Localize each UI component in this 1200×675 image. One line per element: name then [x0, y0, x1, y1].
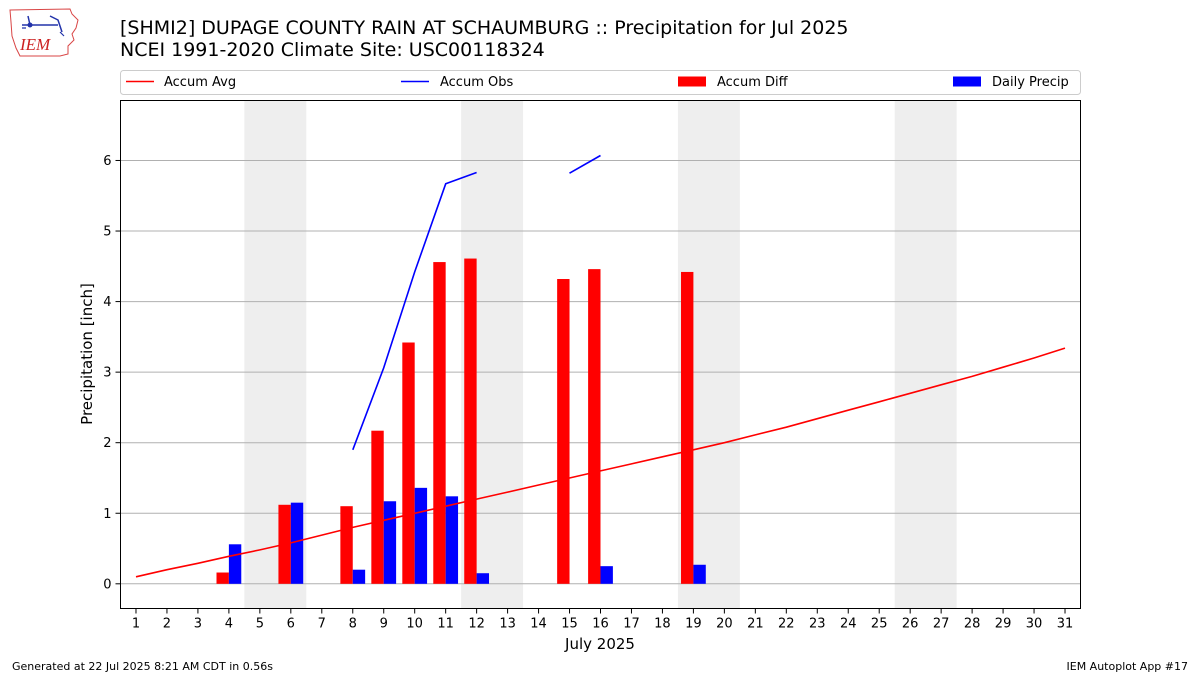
- accum-diff-bar: [433, 262, 446, 584]
- x-tick-label: 21: [747, 617, 764, 632]
- daily-precip-bar: [414, 487, 428, 584]
- legend-label: Accum Diff: [717, 75, 789, 90]
- x-tick-label: 24: [840, 617, 857, 632]
- x-tick-label: 2: [163, 617, 171, 632]
- accum-diff-bar: [340, 506, 353, 584]
- iem-logo: IEM: [9, 8, 79, 57]
- daily-precip-bar: [445, 496, 459, 584]
- x-tick-label: 25: [871, 617, 888, 632]
- x-tick-label: 16: [592, 617, 609, 632]
- y-tick-label: 6: [103, 154, 111, 169]
- generated-timestamp: Generated at 22 Jul 2025 8:21 AM CDT in …: [12, 660, 273, 673]
- daily-precip-bar: [600, 566, 613, 584]
- x-tick-label: 28: [964, 617, 981, 632]
- accum-diff-bar: [371, 430, 384, 584]
- y-tick-label: 4: [103, 295, 111, 310]
- daily-precip-bar: [383, 501, 397, 584]
- y-tick-label: 0: [103, 577, 111, 592]
- daily-precip-bar: [476, 573, 490, 584]
- x-tick-label: 6: [287, 617, 295, 632]
- x-tick-label: 31: [1057, 617, 1074, 632]
- legend-label: Accum Obs: [440, 75, 513, 90]
- chart-title: [SHMI2] DUPAGE COUNTY RAIN AT SCHAUMBURG…: [120, 17, 849, 39]
- daily-precip-bar: [352, 569, 366, 584]
- x-tick-label: 23: [809, 617, 826, 632]
- x-tick-label: 12: [468, 617, 485, 632]
- x-axis-label: July 2025: [564, 635, 635, 653]
- x-tick-label: 7: [318, 617, 326, 632]
- accum-diff-bar: [557, 279, 570, 584]
- daily-precip-bar: [228, 544, 242, 584]
- app-label: IEM Autoplot App #17: [1066, 660, 1189, 673]
- y-tick-label: 5: [103, 225, 111, 240]
- x-tick-label: 20: [716, 617, 733, 632]
- x-tick-label: 14: [530, 617, 547, 632]
- iowa-outline-icon: [9, 8, 79, 57]
- x-tick-label: 3: [194, 617, 202, 632]
- x-tick-label: 1: [132, 617, 140, 632]
- legend-patch-swatch: [678, 76, 706, 87]
- accum-obs-line: [569, 154, 601, 174]
- daily-precip-bar: [693, 564, 706, 584]
- logo-text: IEM: [19, 35, 51, 54]
- accum-diff-bar: [464, 258, 477, 584]
- x-tick-label: 26: [902, 617, 919, 632]
- daily-precip-bar: [290, 502, 304, 584]
- x-tick-label: 17: [623, 617, 640, 632]
- chart-subtitle: NCEI 1991-2020 Climate Site: USC00118324: [120, 39, 545, 61]
- legend-box: [120, 70, 1081, 95]
- x-tick-label: 4: [225, 617, 233, 632]
- accum-obs-line: [352, 171, 477, 451]
- x-tick-label: 9: [380, 617, 388, 632]
- x-tick-label: 10: [406, 617, 423, 632]
- y-tick-label: 3: [103, 366, 111, 381]
- accum-diff-bar: [402, 342, 415, 584]
- x-tick-label: 19: [685, 617, 702, 632]
- accum-diff-bar: [588, 269, 601, 584]
- accum-diff-bar: [681, 271, 694, 584]
- weekend-shade: [894, 100, 957, 609]
- x-tick-label: 18: [654, 617, 671, 632]
- x-tick-label: 8: [349, 617, 357, 632]
- x-tick-label: 27: [933, 617, 950, 632]
- accum-diff-bar: [216, 572, 229, 584]
- legend-label: Daily Precip: [992, 75, 1069, 90]
- accum-avg-line: [135, 347, 1066, 578]
- x-tick-label: 13: [499, 617, 516, 632]
- x-tick-label: 15: [561, 617, 578, 632]
- legend-label: Accum Avg: [164, 75, 236, 90]
- y-axis-label: Precipitation [inch]: [78, 283, 96, 425]
- legend: Accum Avg Accum Obs Accum Diff Daily Precip: [120, 70, 1081, 95]
- x-tick-label: 11: [437, 617, 454, 632]
- x-tick-label: 29: [995, 617, 1012, 632]
- x-tick-label: 22: [778, 617, 795, 632]
- legend-patch-swatch: [953, 76, 981, 87]
- y-tick-label: 2: [103, 436, 111, 451]
- x-tick-label: 30: [1026, 617, 1043, 632]
- x-tick-label: 5: [256, 617, 264, 632]
- y-tick-label: 1: [103, 507, 111, 522]
